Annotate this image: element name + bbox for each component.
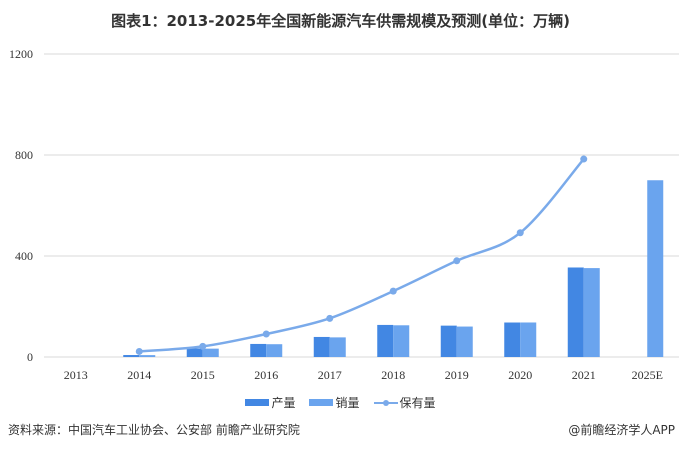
y-tick-label: 800: [15, 148, 33, 162]
bar-production-2017: [313, 336, 330, 357]
bar-production-2014: [123, 355, 140, 357]
point-ownership-2017: [326, 314, 334, 322]
source-note: 资料来源：中国汽车工业协会、公安部 前瞻产业研究院: [8, 423, 300, 437]
point-ownership-2015: [199, 342, 207, 350]
bar-production-2019: [440, 325, 457, 357]
y-tick-label: 1200: [9, 47, 33, 61]
x-tick-label: 2018: [381, 368, 405, 382]
x-tick-label: 2019: [445, 368, 469, 382]
footer: 资料来源：中国汽车工业协会、公安部 前瞻产业研究院 @前瞻经济学人APP: [8, 421, 675, 438]
bar-production-2020: [504, 322, 521, 357]
bar-sales-2020: [520, 322, 537, 357]
legend-item-ownership: 保有量: [373, 394, 436, 411]
legend: 产量 销量 保有量: [0, 394, 681, 411]
legend-item-sales: 销量: [309, 394, 360, 411]
legend-label-production: 产量: [271, 396, 296, 410]
bar-sales-2021: [583, 268, 600, 357]
y-tick-label: 0: [27, 350, 33, 364]
x-tick-label: 2017: [318, 368, 342, 382]
bar-production-2016: [250, 343, 267, 357]
bar-sales-2017: [329, 337, 346, 357]
point-ownership-2014: [135, 347, 143, 355]
y-tick-label: 400: [15, 249, 33, 263]
bar-sales-2015: [202, 348, 219, 357]
point-ownership-2019: [453, 257, 461, 265]
chart-title: 图表1：2013-2025年全国新能源汽车供需规模及预测(单位：万辆): [111, 12, 570, 30]
x-tick-label: 2014: [127, 368, 151, 382]
bar-production-2021: [567, 267, 584, 357]
legend-label-sales: 销量: [335, 396, 360, 410]
x-tick-label: 2016: [254, 368, 278, 382]
bar-sales-2019: [456, 326, 473, 357]
point-ownership-2016: [262, 330, 270, 338]
x-tick-label: 2013: [64, 368, 88, 382]
bar-production-2018: [377, 324, 394, 357]
legend-item-production: 产量: [245, 394, 295, 411]
legend-swatch-sales: [309, 399, 334, 406]
bar-production-2015: [186, 348, 203, 357]
bar-sales-2014: [139, 355, 156, 357]
credit: @前瞻经济学人APP: [568, 423, 675, 437]
x-tick-label: 2025E: [632, 368, 663, 382]
bar-sales-2018: [393, 325, 410, 357]
chart-plot: 0 400 800 1200 2013 2014 2015 2016 2017 2018 2019 2…: [9, 47, 679, 382]
bar-sales-2016: [266, 344, 283, 357]
bar-sales-2025E: [647, 180, 664, 357]
x-tick-label: 2015: [191, 368, 215, 382]
x-tick-label: 2020: [508, 368, 532, 382]
legend-label-ownership: 保有量: [399, 396, 436, 410]
point-ownership-2021: [580, 155, 588, 163]
legend-swatch-ownership: [373, 399, 398, 406]
point-ownership-2020: [516, 229, 524, 237]
x-tick-label: 2021: [572, 368, 596, 382]
legend-swatch-production: [245, 399, 270, 406]
point-ownership-2018: [389, 287, 397, 295]
